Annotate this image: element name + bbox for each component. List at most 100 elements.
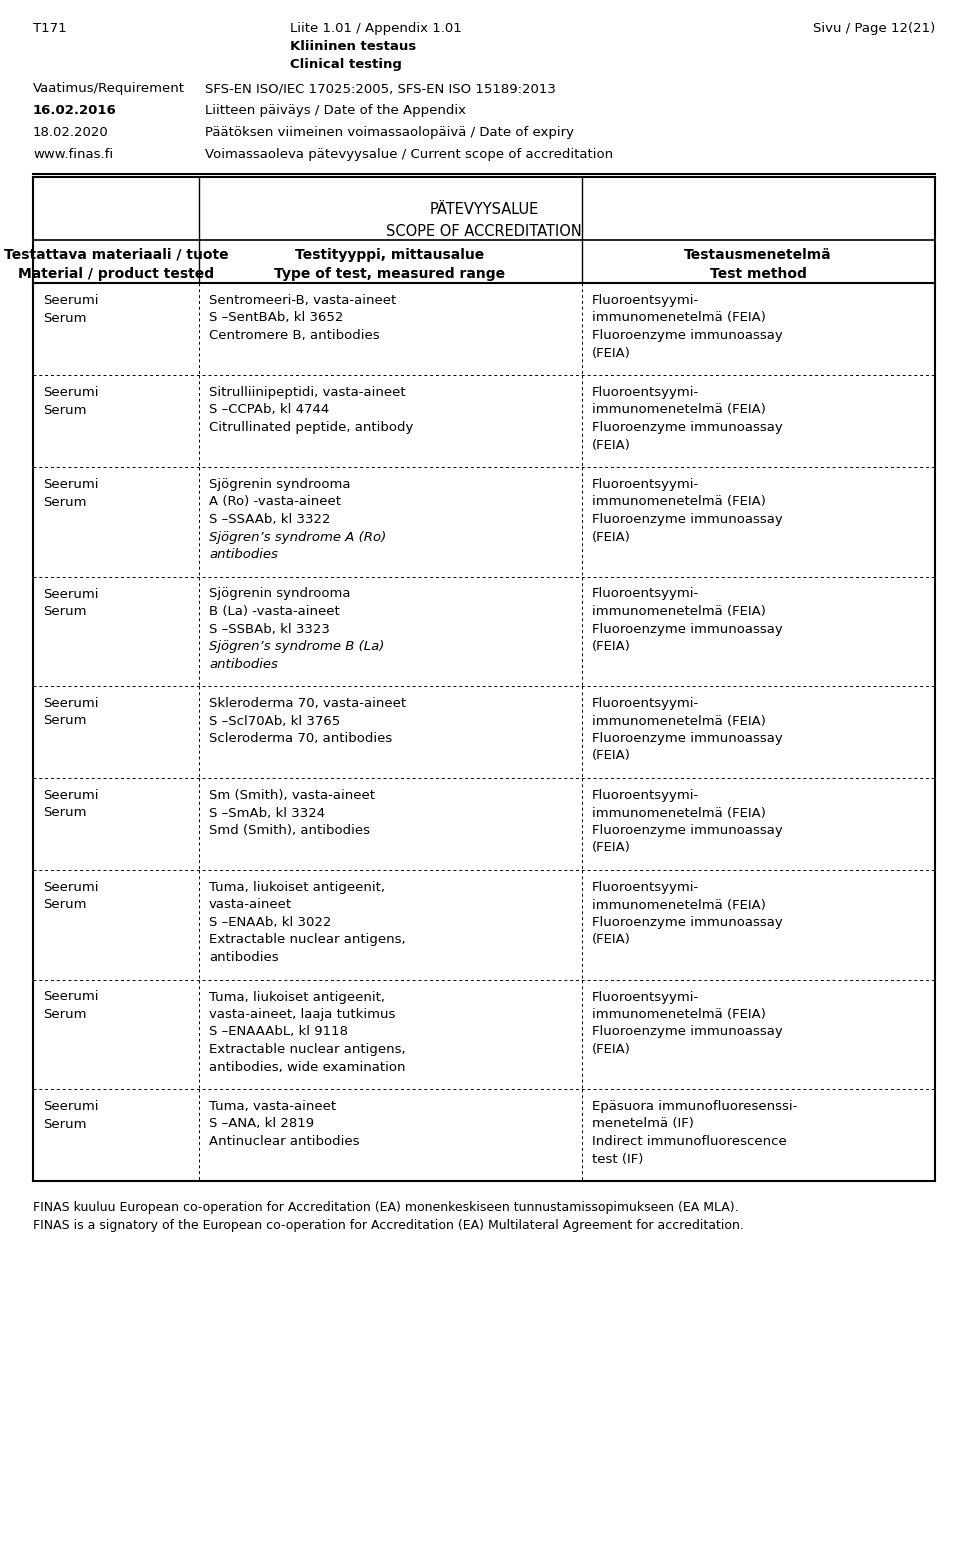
Text: Kliininen testaus: Kliininen testaus bbox=[290, 40, 417, 53]
Text: S –ENAAAbL, kl 9118: S –ENAAAbL, kl 9118 bbox=[209, 1026, 348, 1038]
Text: (FEIA): (FEIA) bbox=[592, 934, 631, 946]
Text: FINAS kuuluu European co-operation for Accreditation (EA) monenkeskiseen tunnust: FINAS kuuluu European co-operation for A… bbox=[33, 1201, 738, 1214]
Text: menetelmä (IF): menetelmä (IF) bbox=[592, 1117, 694, 1130]
Text: (FEIA): (FEIA) bbox=[592, 347, 631, 359]
Text: 18.02.2020: 18.02.2020 bbox=[33, 126, 108, 138]
Text: Serum: Serum bbox=[43, 1009, 86, 1021]
Text: Serum: Serum bbox=[43, 605, 86, 618]
Text: immunomenetelmä (FEIA): immunomenetelmä (FEIA) bbox=[592, 898, 766, 912]
Text: immunomenetelmä (FEIA): immunomenetelmä (FEIA) bbox=[592, 404, 766, 416]
Text: antibodies, wide examination: antibodies, wide examination bbox=[209, 1060, 405, 1074]
Text: Serum: Serum bbox=[43, 404, 86, 416]
Text: (FEIA): (FEIA) bbox=[592, 640, 631, 653]
Text: Serum: Serum bbox=[43, 898, 86, 912]
Text: FINAS is a signatory of the European co-operation for Accreditation (EA) Multila: FINAS is a signatory of the European co-… bbox=[33, 1218, 744, 1232]
Text: Seerumi: Seerumi bbox=[43, 990, 99, 1004]
Text: antibodies: antibodies bbox=[209, 951, 278, 963]
Text: Scleroderma 70, antibodies: Scleroderma 70, antibodies bbox=[209, 732, 393, 744]
Text: Citrullinated peptide, antibody: Citrullinated peptide, antibody bbox=[209, 421, 414, 434]
Text: Seerumi: Seerumi bbox=[43, 479, 99, 491]
Text: immunomenetelmä (FEIA): immunomenetelmä (FEIA) bbox=[592, 715, 766, 727]
Text: T171: T171 bbox=[33, 22, 66, 36]
Text: Serum: Serum bbox=[43, 807, 86, 819]
Text: 16.02.2016: 16.02.2016 bbox=[33, 104, 117, 117]
Text: Voimassaoleva pätevyysalue / Current scope of accreditation: Voimassaoleva pätevyysalue / Current sco… bbox=[205, 148, 613, 162]
Text: A (Ro) -vasta-aineet: A (Ro) -vasta-aineet bbox=[209, 496, 341, 508]
Text: Sentromeeri-B, vasta-aineet: Sentromeeri-B, vasta-aineet bbox=[209, 294, 396, 308]
Text: Vaatimus/Requirement: Vaatimus/Requirement bbox=[33, 82, 185, 95]
Text: S –CCPAb, kl 4744: S –CCPAb, kl 4744 bbox=[209, 404, 329, 416]
Text: (FEIA): (FEIA) bbox=[592, 438, 631, 452]
Text: Fluoroenzyme immunoassay: Fluoroenzyme immunoassay bbox=[592, 732, 782, 744]
Text: Liite 1.01 / Appendix 1.01: Liite 1.01 / Appendix 1.01 bbox=[290, 22, 462, 36]
Text: Sjögren’s syndrome A (Ro): Sjögren’s syndrome A (Ro) bbox=[209, 530, 386, 544]
Text: Centromere B, antibodies: Centromere B, antibodies bbox=[209, 329, 379, 342]
Text: Seerumi: Seerumi bbox=[43, 698, 99, 710]
Text: Sjögrenin syndrooma: Sjögrenin syndrooma bbox=[209, 479, 350, 491]
Text: Tuma, liukoiset antigeenit,: Tuma, liukoiset antigeenit, bbox=[209, 990, 385, 1004]
Text: Tuma, liukoiset antigeenit,: Tuma, liukoiset antigeenit, bbox=[209, 881, 385, 894]
Text: immunomenetelmä (FEIA): immunomenetelmä (FEIA) bbox=[592, 496, 766, 508]
Text: Serum: Serum bbox=[43, 715, 86, 727]
Text: Extractable nuclear antigens,: Extractable nuclear antigens, bbox=[209, 934, 406, 946]
Text: Testattava materiaali / tuote: Testattava materiaali / tuote bbox=[4, 249, 228, 263]
Text: Skleroderma 70, vasta-aineet: Skleroderma 70, vasta-aineet bbox=[209, 698, 406, 710]
Text: Testityyppi, mittausalue: Testityyppi, mittausalue bbox=[296, 249, 485, 263]
Text: Fluoroenzyme immunoassay: Fluoroenzyme immunoassay bbox=[592, 513, 782, 525]
Text: (FEIA): (FEIA) bbox=[592, 842, 631, 855]
Text: antibodies: antibodies bbox=[209, 549, 277, 561]
Text: Sivu / Page 12(21): Sivu / Page 12(21) bbox=[813, 22, 935, 36]
Text: Material / product tested: Material / product tested bbox=[18, 267, 214, 281]
Text: Fluoroenzyme immunoassay: Fluoroenzyme immunoassay bbox=[592, 329, 782, 342]
Text: S –SSAAb, kl 3322: S –SSAAb, kl 3322 bbox=[209, 513, 330, 525]
Text: Sjögrenin syndrooma: Sjögrenin syndrooma bbox=[209, 587, 350, 600]
Text: www.finas.fi: www.finas.fi bbox=[33, 148, 113, 162]
Text: SFS-EN ISO/IEC 17025:2005, SFS-EN ISO 15189:2013: SFS-EN ISO/IEC 17025:2005, SFS-EN ISO 15… bbox=[205, 82, 556, 95]
Text: Fluoroentsyymi-: Fluoroentsyymi- bbox=[592, 789, 699, 802]
Text: immunomenetelmä (FEIA): immunomenetelmä (FEIA) bbox=[592, 1009, 766, 1021]
Text: Fluoroentsyymi-: Fluoroentsyymi- bbox=[592, 990, 699, 1004]
Text: Indirect immunofluorescence: Indirect immunofluorescence bbox=[592, 1134, 787, 1148]
Text: Tuma, vasta-aineet: Tuma, vasta-aineet bbox=[209, 1100, 336, 1113]
Text: Serum: Serum bbox=[43, 496, 86, 508]
Text: Seerumi: Seerumi bbox=[43, 789, 99, 802]
Text: S –SSBAb, kl 3323: S –SSBAb, kl 3323 bbox=[209, 623, 330, 636]
Text: SCOPE OF ACCREDITATION: SCOPE OF ACCREDITATION bbox=[386, 224, 582, 239]
Text: Fluoroentsyymi-: Fluoroentsyymi- bbox=[592, 881, 699, 894]
Text: (FEIA): (FEIA) bbox=[592, 749, 631, 763]
Text: Smd (Smith), antibodies: Smd (Smith), antibodies bbox=[209, 824, 370, 838]
Text: S –SentBAb, kl 3652: S –SentBAb, kl 3652 bbox=[209, 311, 344, 325]
Text: Antinuclear antibodies: Antinuclear antibodies bbox=[209, 1134, 359, 1148]
Text: Clinical testing: Clinical testing bbox=[290, 57, 402, 71]
Text: Päätöksen viimeinen voimassaolopäivä / Date of expiry: Päätöksen viimeinen voimassaolopäivä / D… bbox=[205, 126, 574, 138]
Text: Serum: Serum bbox=[43, 1117, 86, 1130]
Text: Sitrulliinipeptidi, vasta-aineet: Sitrulliinipeptidi, vasta-aineet bbox=[209, 385, 406, 399]
Text: (FEIA): (FEIA) bbox=[592, 530, 631, 544]
Text: Seerumi: Seerumi bbox=[43, 385, 99, 399]
Text: Fluoroenzyme immunoassay: Fluoroenzyme immunoassay bbox=[592, 623, 782, 636]
Text: vasta-aineet: vasta-aineet bbox=[209, 898, 292, 912]
Text: antibodies: antibodies bbox=[209, 657, 277, 670]
Text: immunomenetelmä (FEIA): immunomenetelmä (FEIA) bbox=[592, 311, 766, 325]
Text: Fluoroenzyme immunoassay: Fluoroenzyme immunoassay bbox=[592, 1026, 782, 1038]
Text: Fluoroentsyymi-: Fluoroentsyymi- bbox=[592, 698, 699, 710]
Text: Fluoroenzyme immunoassay: Fluoroenzyme immunoassay bbox=[592, 915, 782, 929]
Text: S –ENAAb, kl 3022: S –ENAAb, kl 3022 bbox=[209, 915, 331, 929]
Text: immunomenetelmä (FEIA): immunomenetelmä (FEIA) bbox=[592, 605, 766, 618]
Text: Seerumi: Seerumi bbox=[43, 294, 99, 308]
Text: Seerumi: Seerumi bbox=[43, 1100, 99, 1113]
Text: (FEIA): (FEIA) bbox=[592, 1043, 631, 1057]
Text: Fluoroentsyymi-: Fluoroentsyymi- bbox=[592, 479, 699, 491]
Text: Fluoroentsyymi-: Fluoroentsyymi- bbox=[592, 385, 699, 399]
Text: Serum: Serum bbox=[43, 311, 86, 325]
Text: Testausmenetelmä: Testausmenetelmä bbox=[684, 249, 831, 263]
Text: S –SmAb, kl 3324: S –SmAb, kl 3324 bbox=[209, 807, 325, 819]
Text: S –ANA, kl 2819: S –ANA, kl 2819 bbox=[209, 1117, 314, 1130]
Text: Fluoroenzyme immunoassay: Fluoroenzyme immunoassay bbox=[592, 824, 782, 838]
Text: Sm (Smith), vasta-aineet: Sm (Smith), vasta-aineet bbox=[209, 789, 375, 802]
Text: Fluoroentsyymi-: Fluoroentsyymi- bbox=[592, 587, 699, 600]
Text: Type of test, measured range: Type of test, measured range bbox=[275, 267, 506, 281]
Text: Fluoroentsyymi-: Fluoroentsyymi- bbox=[592, 294, 699, 308]
Text: vasta-aineet, laaja tutkimus: vasta-aineet, laaja tutkimus bbox=[209, 1009, 396, 1021]
Text: Sjögren’s syndrome B (La): Sjögren’s syndrome B (La) bbox=[209, 640, 384, 653]
